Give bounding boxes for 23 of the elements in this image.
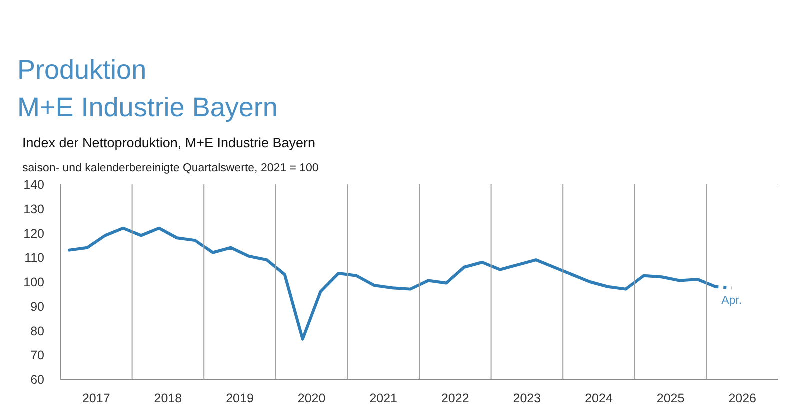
y-tick-label: 70 [30,348,45,363]
chart-title: Produktion M+E Industrie Bayern [18,55,278,122]
chart-subtitle: Index der Nettoproduktion, M+E Industrie Bayern [22,136,316,150]
text: saison- und kalenderbereinigte Quartalswerte, 2021 = 100 [22,162,319,174]
y-tick-label: 140 [24,178,45,192]
x-tick-label: 2020 [298,392,326,406]
annotation: Apr. [722,295,742,308]
y-tick-label: 100 [24,276,45,290]
x-tick-label: 2026 [728,392,757,406]
x-tick-label: 2021 [370,392,398,406]
x-tick-label: 2023 [513,392,542,406]
y-tick-label: 90 [30,300,45,314]
y-tick-label: 110 [24,251,45,266]
x-tick-label: 2024 [585,392,613,406]
x-tick-label: 2022 [441,392,470,406]
y-tick-label: 130 [24,202,45,216]
x-tick-label: 2019 [226,392,254,406]
y-tick-label: 80 [30,324,45,338]
y-tick-label: 120 [24,226,45,241]
x-tick-label: 2018 [154,392,182,406]
x-tick-label: 2017 [82,392,110,406]
x-tick-label: 2025 [656,392,685,406]
y-tick-label: 60 [30,373,45,387]
